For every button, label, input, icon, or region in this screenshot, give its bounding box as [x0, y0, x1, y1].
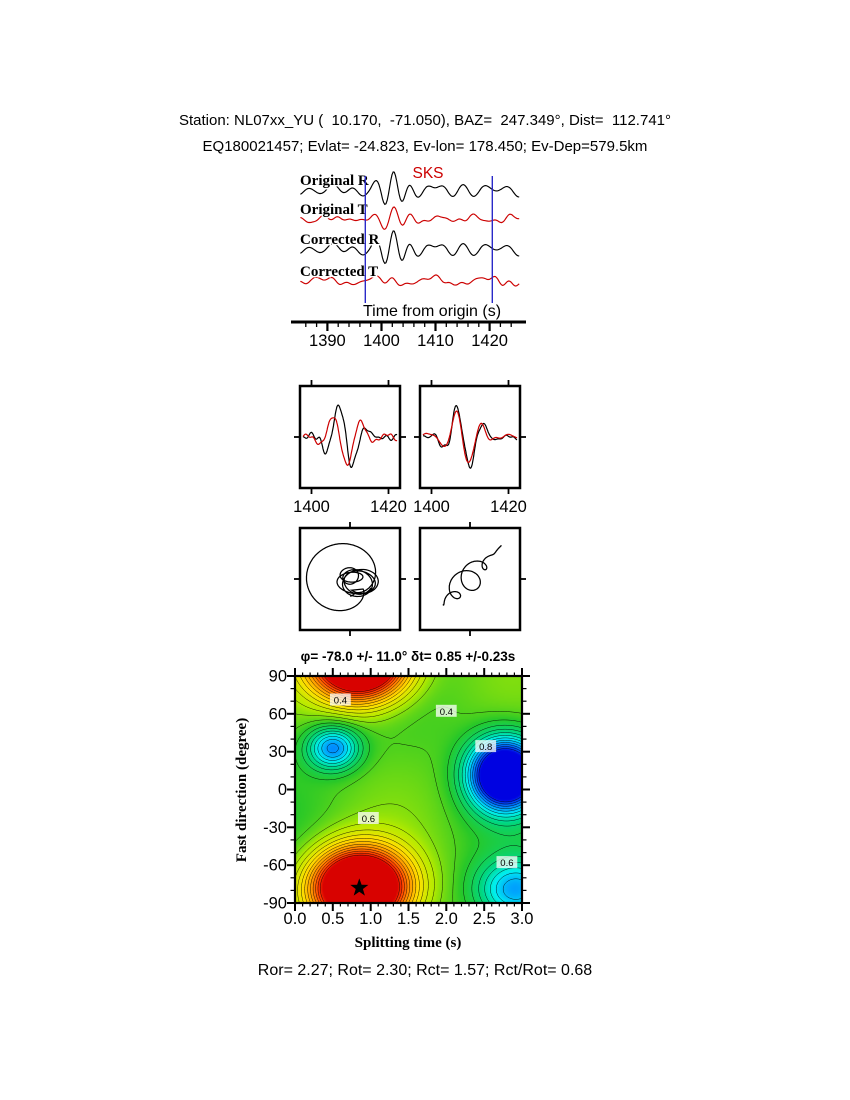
trace-label: Corrected R	[300, 232, 379, 248]
station-info-line: Station: NL07xx_YU ( 10.170, -71.050), B…	[178, 112, 671, 129]
map-x-tick-label: 0.0	[284, 910, 307, 928]
map-ylabel: Fast direction (degree)	[234, 718, 250, 862]
time-tick-label: 1410	[417, 332, 454, 350]
map-y-tick-label: 90	[269, 668, 287, 686]
map-x-tick-label: 0.5	[321, 910, 344, 928]
component-box	[418, 384, 522, 490]
component-trace	[423, 404, 518, 469]
splitting-error-surface-heatmap	[295, 676, 522, 903]
particle-motion-box	[418, 526, 522, 632]
map-xlabel: Splitting time (s)	[355, 935, 462, 951]
particle-motion-path	[305, 542, 379, 612]
map-frame	[293, 674, 524, 905]
contour-label: 0.4	[440, 707, 453, 718]
time-tick-label: 1400	[363, 332, 400, 350]
map-title: φ= -78.0 +/- 11.0° δt= 0.85 +/-0.23s	[301, 649, 516, 664]
stats-line: Ror= 2.27; Rot= 2.30; Rct= 1.57; Rct/Rot…	[257, 962, 593, 979]
map-y-tick-label: 30	[269, 743, 287, 761]
map-x-tick-label: 3.0	[511, 910, 534, 928]
contour-label: 0.4	[334, 696, 347, 707]
phase-label: SKS	[412, 165, 443, 182]
contour-label-bg	[330, 693, 351, 706]
component-tick-label: 1420	[370, 498, 407, 516]
contour-label-bg	[435, 704, 457, 717]
seismogram-trace	[300, 274, 520, 287]
best-solution-star	[350, 878, 369, 896]
contour-label-bg	[496, 856, 518, 869]
contour-label: 0.6	[362, 814, 375, 825]
component-tick-label: 1400	[413, 498, 450, 516]
particle-motion-path	[442, 544, 502, 606]
component-trace	[302, 417, 398, 466]
component-trace	[422, 410, 518, 464]
contour-label: 0.6	[500, 858, 513, 869]
map-x-tick-label: 1.5	[397, 910, 420, 928]
contour-label-bg	[475, 740, 497, 753]
seismogram-trace	[300, 171, 520, 206]
time-tick-label: 1390	[309, 332, 346, 350]
time-axis-label: Time from origin (s)	[363, 303, 501, 320]
map-y-tick-label: 0	[278, 781, 287, 799]
trace-label: Corrected T	[300, 264, 378, 280]
map-x-tick-label: 2.0	[435, 910, 458, 928]
trace-label: Original T	[300, 202, 368, 218]
time-tick-label: 1420	[471, 332, 508, 350]
trace-label: Original R	[300, 173, 369, 189]
map-y-tick-label: -30	[263, 819, 287, 837]
component-tick-label: 1400	[293, 498, 330, 516]
map-y-tick-label: -90	[263, 895, 287, 913]
seismogram-trace	[300, 230, 520, 265]
event-info-line: EQ180021457; Evlat= -24.823, Ev-lon= 178…	[202, 138, 648, 155]
contour-label: 0.8	[479, 742, 492, 753]
contour-label-bg	[358, 812, 379, 824]
seismogram-trace	[300, 206, 520, 230]
map-x-tick-label: 1.0	[359, 910, 382, 928]
component-tick-label: 1420	[490, 498, 527, 516]
map-x-tick-label: 2.5	[473, 910, 496, 928]
map-y-tick-label: -60	[263, 857, 287, 875]
particle-motion-box	[298, 526, 402, 632]
map-y-tick-label: 60	[269, 705, 287, 723]
